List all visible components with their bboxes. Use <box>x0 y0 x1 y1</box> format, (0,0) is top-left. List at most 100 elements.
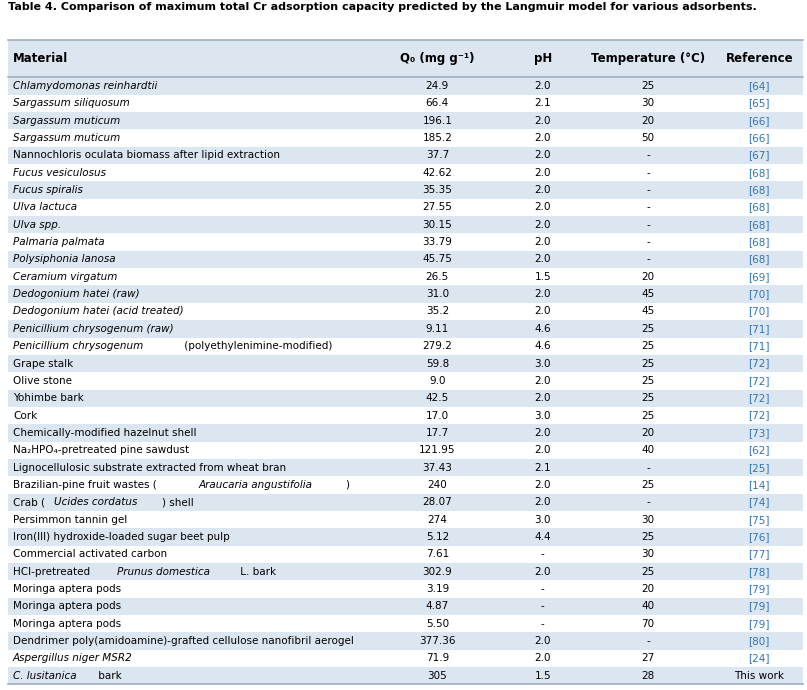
Text: 2.0: 2.0 <box>534 202 551 213</box>
Bar <box>8 355 803 372</box>
Text: 3.0: 3.0 <box>534 515 551 524</box>
Text: 4.6: 4.6 <box>534 324 551 334</box>
Text: 42.5: 42.5 <box>425 393 449 403</box>
Bar <box>8 615 803 633</box>
Text: 24.9: 24.9 <box>425 81 449 91</box>
Text: Fucus vesiculosus: Fucus vesiculosus <box>13 168 106 178</box>
Text: Yohimbe bark: Yohimbe bark <box>13 393 84 403</box>
Bar <box>8 77 803 95</box>
Text: 71.9: 71.9 <box>425 653 449 664</box>
Text: [75]: [75] <box>749 515 770 524</box>
Text: Brazilian-pine fruit wastes (: Brazilian-pine fruit wastes ( <box>13 480 157 490</box>
Text: -: - <box>646 237 650 247</box>
Text: [70]: [70] <box>749 289 770 299</box>
Text: Reference: Reference <box>725 52 793 65</box>
Text: [77]: [77] <box>749 549 770 560</box>
Text: Dendrimer poly(amidoamine)-grafted cellulose nanofibril aerogel: Dendrimer poly(amidoamine)-grafted cellu… <box>13 636 353 646</box>
Text: Sargassum siliquosum: Sargassum siliquosum <box>13 98 130 108</box>
Text: Nannochloris oculata biomass after lipid extraction: Nannochloris oculata biomass after lipid… <box>13 150 280 160</box>
Text: ): ) <box>345 480 349 490</box>
Text: [73]: [73] <box>749 428 770 438</box>
Text: 25: 25 <box>642 411 654 421</box>
Text: Moringa aptera pods: Moringa aptera pods <box>13 619 121 629</box>
Text: [72]: [72] <box>749 376 770 386</box>
Text: [71]: [71] <box>749 324 770 334</box>
Text: Penicillium chrysogenum (raw): Penicillium chrysogenum (raw) <box>13 324 174 334</box>
Bar <box>8 181 803 199</box>
Text: [25]: [25] <box>749 462 770 473</box>
Text: [24]: [24] <box>749 653 770 664</box>
Text: 66.4: 66.4 <box>425 98 449 108</box>
Text: 25: 25 <box>642 359 654 368</box>
Text: [70]: [70] <box>749 306 770 317</box>
Text: [67]: [67] <box>749 150 770 160</box>
Text: 25: 25 <box>642 480 654 490</box>
Text: 377.36: 377.36 <box>419 636 456 646</box>
Text: -: - <box>646 636 650 646</box>
Text: [72]: [72] <box>749 359 770 368</box>
Text: [68]: [68] <box>749 202 770 213</box>
Text: Persimmon tannin gel: Persimmon tannin gel <box>13 515 128 524</box>
Bar <box>8 337 803 355</box>
Text: Crab (: Crab ( <box>13 497 45 507</box>
Text: 25: 25 <box>642 81 654 91</box>
Text: 2.1: 2.1 <box>534 462 551 473</box>
Text: 121.95: 121.95 <box>419 445 456 455</box>
Text: Penicillium chrysogenum: Penicillium chrysogenum <box>13 341 143 351</box>
Text: bark: bark <box>95 671 122 681</box>
Text: 31.0: 31.0 <box>426 289 449 299</box>
Text: 2.0: 2.0 <box>534 255 551 264</box>
Text: 40: 40 <box>642 602 654 611</box>
Text: 2.0: 2.0 <box>534 185 551 195</box>
Text: 1.5: 1.5 <box>534 272 551 282</box>
Text: 2.0: 2.0 <box>534 653 551 664</box>
Text: 37.43: 37.43 <box>422 462 452 473</box>
Text: 3.19: 3.19 <box>425 584 449 594</box>
Text: [68]: [68] <box>749 185 770 195</box>
Bar <box>8 511 803 529</box>
Text: L. bark: L. bark <box>236 566 276 577</box>
Text: 59.8: 59.8 <box>425 359 449 368</box>
Text: 274: 274 <box>428 515 447 524</box>
Bar <box>8 633 803 650</box>
Text: 2.0: 2.0 <box>534 497 551 507</box>
Text: Dedogonium hatei (acid treated): Dedogonium hatei (acid treated) <box>13 306 183 317</box>
Text: Polysiphonia lanosa: Polysiphonia lanosa <box>13 255 115 264</box>
Bar <box>8 580 803 598</box>
Bar <box>8 129 803 147</box>
Text: 20: 20 <box>642 116 654 126</box>
Bar <box>8 320 803 337</box>
Text: [79]: [79] <box>749 619 770 629</box>
Text: -: - <box>541 584 545 594</box>
Text: 4.4: 4.4 <box>534 532 551 542</box>
Text: -: - <box>541 619 545 629</box>
Bar <box>8 650 803 667</box>
Text: 4.6: 4.6 <box>534 341 551 351</box>
Text: -: - <box>646 462 650 473</box>
Text: Dedogonium hatei (raw): Dedogonium hatei (raw) <box>13 289 140 299</box>
Text: 2.0: 2.0 <box>534 237 551 247</box>
Bar <box>8 598 803 615</box>
Text: [64]: [64] <box>749 81 770 91</box>
Bar <box>8 147 803 164</box>
Text: 25: 25 <box>642 393 654 403</box>
Text: [68]: [68] <box>749 255 770 264</box>
Text: 185.2: 185.2 <box>422 133 452 143</box>
Bar <box>8 233 803 250</box>
Text: [78]: [78] <box>749 566 770 577</box>
Text: Lignocellulosic substrate extracted from wheat bran: Lignocellulosic substrate extracted from… <box>13 462 286 473</box>
Text: 25: 25 <box>642 324 654 334</box>
Bar <box>8 250 803 268</box>
Text: 35.35: 35.35 <box>422 185 452 195</box>
Text: Commercial activated carbon: Commercial activated carbon <box>13 549 167 560</box>
Text: [68]: [68] <box>749 219 770 230</box>
Text: 45: 45 <box>642 306 654 317</box>
Text: [80]: [80] <box>749 636 770 646</box>
Text: 26.5: 26.5 <box>425 272 449 282</box>
Text: [65]: [65] <box>749 98 770 108</box>
Bar <box>8 40 803 77</box>
Text: -: - <box>646 185 650 195</box>
Text: 2.0: 2.0 <box>534 393 551 403</box>
Text: [72]: [72] <box>749 393 770 403</box>
Text: 302.9: 302.9 <box>422 566 452 577</box>
